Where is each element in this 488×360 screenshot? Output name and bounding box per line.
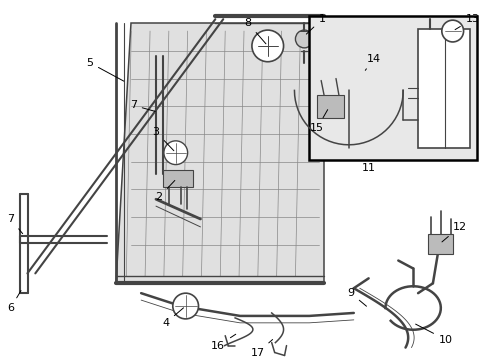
Text: 11: 11: [361, 163, 375, 172]
Polygon shape: [163, 170, 192, 187]
Text: 7: 7: [129, 100, 155, 111]
Text: 9: 9: [346, 288, 366, 306]
Text: 2: 2: [155, 180, 175, 202]
Text: 7: 7: [7, 214, 22, 234]
Text: 15: 15: [309, 110, 327, 133]
Polygon shape: [417, 29, 468, 148]
Circle shape: [441, 20, 463, 42]
FancyBboxPatch shape: [308, 16, 476, 159]
Text: 17: 17: [250, 339, 272, 357]
Text: 1: 1: [306, 14, 325, 34]
Text: 6: 6: [7, 291, 21, 313]
Circle shape: [251, 30, 283, 62]
Polygon shape: [317, 95, 343, 118]
Polygon shape: [427, 234, 452, 253]
Polygon shape: [116, 23, 324, 283]
Text: 13: 13: [454, 14, 479, 30]
Text: 16: 16: [211, 334, 235, 351]
Text: 12: 12: [441, 222, 466, 242]
Circle shape: [295, 30, 313, 48]
Text: 5: 5: [86, 58, 123, 81]
Text: 4: 4: [162, 308, 183, 328]
Text: 14: 14: [365, 54, 380, 70]
Circle shape: [163, 141, 187, 165]
Text: 3: 3: [152, 127, 174, 151]
Circle shape: [172, 293, 198, 319]
Text: 10: 10: [415, 324, 452, 345]
Text: 8: 8: [244, 18, 265, 44]
